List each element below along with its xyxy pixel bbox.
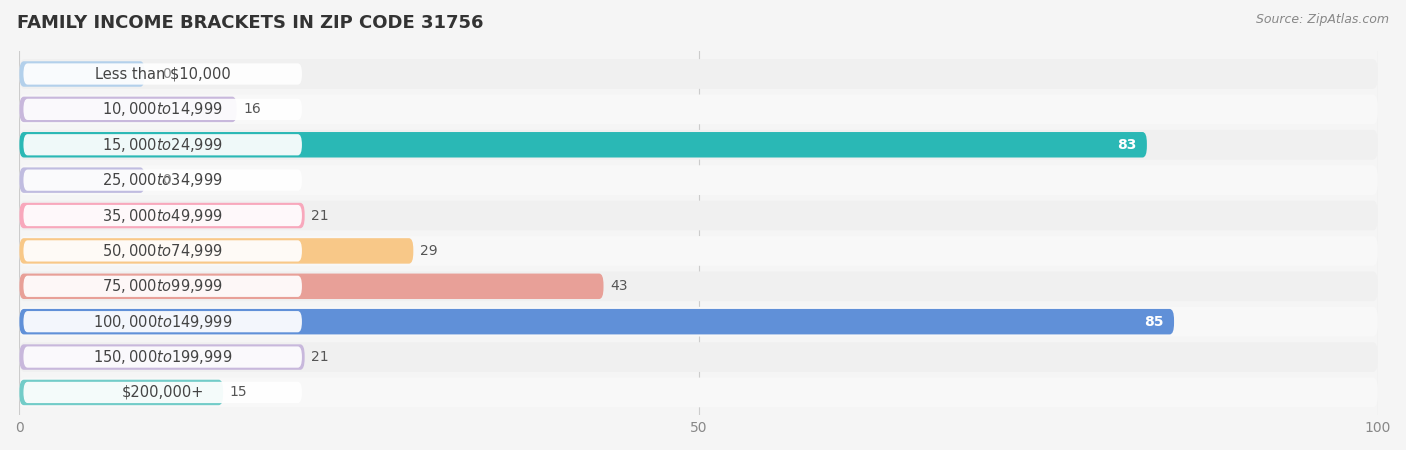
Text: FAMILY INCOME BRACKETS IN ZIP CODE 31756: FAMILY INCOME BRACKETS IN ZIP CODE 31756 (17, 14, 484, 32)
FancyBboxPatch shape (24, 346, 302, 368)
FancyBboxPatch shape (20, 97, 236, 122)
Text: 21: 21 (312, 208, 329, 223)
FancyBboxPatch shape (20, 344, 305, 370)
FancyBboxPatch shape (24, 63, 302, 85)
Text: $15,000 to $24,999: $15,000 to $24,999 (103, 136, 224, 154)
FancyBboxPatch shape (24, 240, 302, 261)
FancyBboxPatch shape (20, 165, 1378, 195)
FancyBboxPatch shape (24, 99, 302, 120)
Text: Less than $10,000: Less than $10,000 (94, 67, 231, 81)
FancyBboxPatch shape (20, 61, 145, 87)
FancyBboxPatch shape (20, 132, 1147, 158)
FancyBboxPatch shape (24, 382, 302, 403)
FancyBboxPatch shape (24, 170, 302, 191)
Text: $50,000 to $74,999: $50,000 to $74,999 (103, 242, 224, 260)
Text: Source: ZipAtlas.com: Source: ZipAtlas.com (1256, 14, 1389, 27)
Text: 0: 0 (162, 67, 172, 81)
FancyBboxPatch shape (20, 342, 1378, 372)
FancyBboxPatch shape (20, 380, 224, 405)
Text: 16: 16 (243, 103, 262, 117)
FancyBboxPatch shape (20, 274, 603, 299)
Text: 15: 15 (231, 386, 247, 400)
Text: 83: 83 (1116, 138, 1136, 152)
FancyBboxPatch shape (20, 236, 1378, 266)
Text: $25,000 to $34,999: $25,000 to $34,999 (103, 171, 224, 189)
Text: $10,000 to $14,999: $10,000 to $14,999 (103, 100, 224, 118)
Text: 29: 29 (420, 244, 437, 258)
Text: $35,000 to $49,999: $35,000 to $49,999 (103, 207, 224, 225)
FancyBboxPatch shape (24, 276, 302, 297)
FancyBboxPatch shape (20, 201, 1378, 230)
FancyBboxPatch shape (24, 134, 302, 155)
FancyBboxPatch shape (20, 238, 413, 264)
FancyBboxPatch shape (20, 307, 1378, 337)
FancyBboxPatch shape (20, 59, 1378, 89)
FancyBboxPatch shape (20, 271, 1378, 301)
FancyBboxPatch shape (20, 130, 1378, 160)
FancyBboxPatch shape (24, 205, 302, 226)
FancyBboxPatch shape (20, 203, 305, 228)
Text: $100,000 to $149,999: $100,000 to $149,999 (93, 313, 232, 331)
FancyBboxPatch shape (20, 94, 1378, 124)
FancyBboxPatch shape (20, 167, 145, 193)
FancyBboxPatch shape (24, 311, 302, 332)
FancyBboxPatch shape (20, 378, 1378, 407)
Text: 0: 0 (162, 173, 172, 187)
Text: $200,000+: $200,000+ (121, 385, 204, 400)
Text: $75,000 to $99,999: $75,000 to $99,999 (103, 277, 224, 295)
Text: 21: 21 (312, 350, 329, 364)
Text: 43: 43 (610, 279, 628, 293)
Text: 85: 85 (1143, 315, 1163, 328)
Text: $150,000 to $199,999: $150,000 to $199,999 (93, 348, 232, 366)
FancyBboxPatch shape (20, 309, 1174, 334)
